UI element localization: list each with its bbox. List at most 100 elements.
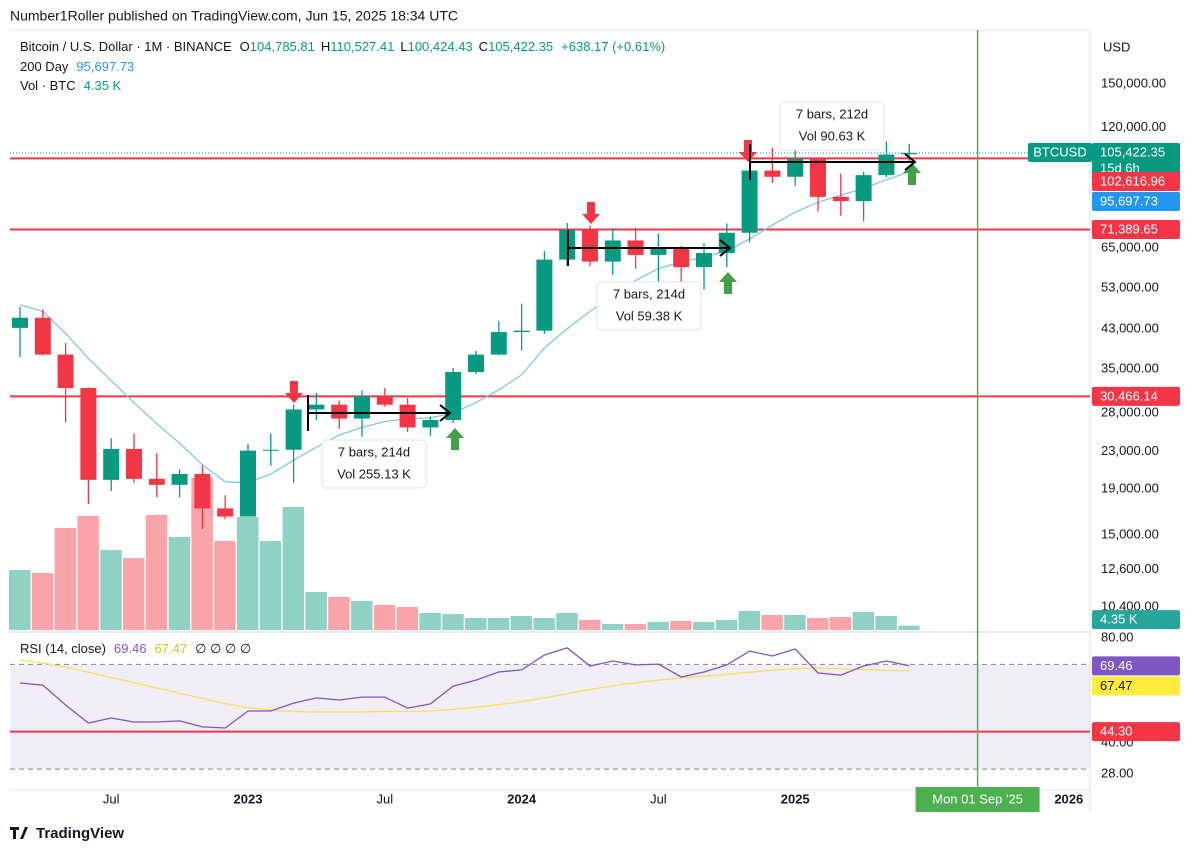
ma-line <box>19 171 910 484</box>
candle-body <box>582 229 598 262</box>
axis-value-box <box>1092 610 1180 630</box>
axis-value-box <box>1092 722 1180 742</box>
volume-bar <box>9 570 31 630</box>
volume-bar <box>533 618 555 630</box>
candle-body <box>285 409 302 450</box>
volume-bar <box>54 528 77 630</box>
volume-bar <box>624 624 647 630</box>
axis-countdown: 15d 6h <box>1100 160 1140 175</box>
y-tick-label: 15,000.00 <box>1101 527 1159 542</box>
volume-bar <box>351 601 373 630</box>
rsi-legend: RSI (14, close) 69.46 67.47 ∅ ∅ ∅ ∅ <box>20 641 251 656</box>
candle-body <box>696 253 712 268</box>
sell-arrow <box>582 202 600 224</box>
candle-body <box>57 354 74 388</box>
date-marker-label: Mon 01 Sep '25 <box>932 791 1023 806</box>
candle-body <box>12 317 28 328</box>
measure-head <box>719 239 732 257</box>
candle-body <box>80 387 97 480</box>
rsi-line <box>19 647 910 729</box>
volume-bar <box>487 618 510 630</box>
vol-value: 4.35 K <box>84 78 122 93</box>
x-tick-label: 2026 <box>1054 791 1083 806</box>
volume-bar <box>214 541 236 630</box>
y-tick-label: 150,000.00 <box>1101 75 1166 90</box>
rsi-tick-label: 28.00 <box>1101 766 1134 781</box>
measure-bars: 7 bars, 212d <box>796 106 868 121</box>
volume-bar <box>168 537 191 630</box>
candle-body <box>34 317 51 355</box>
y-tick-label: 43,000.00 <box>1101 320 1159 335</box>
rsi-tick-label: 80.00 <box>1101 630 1134 645</box>
y-tick-label: 53,000.00 <box>1101 279 1159 294</box>
date-marker-box <box>915 787 1040 812</box>
candle-body <box>399 404 416 428</box>
measure-vol: Vol 90.63 K <box>799 128 866 143</box>
candle-body <box>240 450 256 517</box>
x-tick-label: Jul <box>376 791 393 806</box>
volume-bar <box>419 613 441 630</box>
vol-legend: Vol · BTC 4.35 K <box>20 78 122 93</box>
logo-icon <box>10 827 28 839</box>
axis-value-label: 95,697.73 <box>1100 193 1158 208</box>
candle-body <box>262 449 279 451</box>
axis-value-label: 69.46 <box>1100 658 1133 673</box>
volume-bar <box>510 616 533 630</box>
logo: TradingView <box>10 825 124 842</box>
l-label: L <box>400 39 407 54</box>
candle-body <box>148 478 165 485</box>
candle-body <box>422 420 439 428</box>
axis-value-label: 105,422.35 <box>1100 144 1165 159</box>
x-tick-label: 2025 <box>781 791 810 806</box>
change: +638.17 (+0.61%) <box>561 39 665 54</box>
volume-bar <box>100 550 122 630</box>
c-label: C <box>479 39 488 54</box>
x-tick-label: Jul <box>650 791 667 806</box>
candle-body <box>171 474 188 485</box>
measure-box <box>596 281 702 331</box>
candle-body <box>901 153 918 155</box>
candle-body <box>536 259 553 331</box>
volume-bar <box>282 507 305 630</box>
measure-vol: Vol 255.13 K <box>337 466 411 481</box>
candle-body <box>126 448 142 479</box>
volume-bar <box>875 616 897 630</box>
candle-body <box>354 396 370 419</box>
candle-body <box>650 249 667 255</box>
volume-bar <box>898 625 920 630</box>
volume-bar <box>601 624 624 630</box>
axis-value-box <box>1092 143 1180 180</box>
volume-bar <box>556 613 578 630</box>
candle-body <box>468 354 484 372</box>
volume-bar <box>77 516 99 630</box>
volume-bar <box>396 607 419 630</box>
symbol-label: BTCUSD <box>1033 144 1086 159</box>
candle-body <box>331 404 348 419</box>
open: 104,785.81 <box>250 39 315 54</box>
candle-body <box>103 448 120 480</box>
axis-value-box <box>1092 676 1180 696</box>
volume-bar <box>829 617 852 630</box>
candle-body <box>832 196 849 202</box>
axis-value-box <box>1092 192 1180 212</box>
volume-bar <box>328 597 350 630</box>
rsi-title: RSI (14, close) <box>20 641 106 656</box>
volume-bar <box>373 605 396 630</box>
rsi-extra: ∅ ∅ ∅ ∅ <box>195 641 251 656</box>
volume-bar <box>647 622 669 630</box>
y-tick-label: 65,000.00 <box>1101 239 1159 254</box>
axis-value-box <box>1092 172 1180 192</box>
buy-arrow <box>719 272 737 294</box>
rsi-ma-value: 67.47 <box>155 641 188 656</box>
vol-name: Vol · BTC <box>20 78 76 93</box>
candle-body <box>217 508 234 517</box>
volume-bar <box>670 621 692 630</box>
measure-head <box>904 153 917 171</box>
ma-legend: 200 Day 95,697.73 <box>20 59 134 74</box>
volume-bar <box>31 573 54 630</box>
volume-bar <box>693 622 715 630</box>
measure-box <box>321 439 427 489</box>
candle-body <box>787 158 804 177</box>
